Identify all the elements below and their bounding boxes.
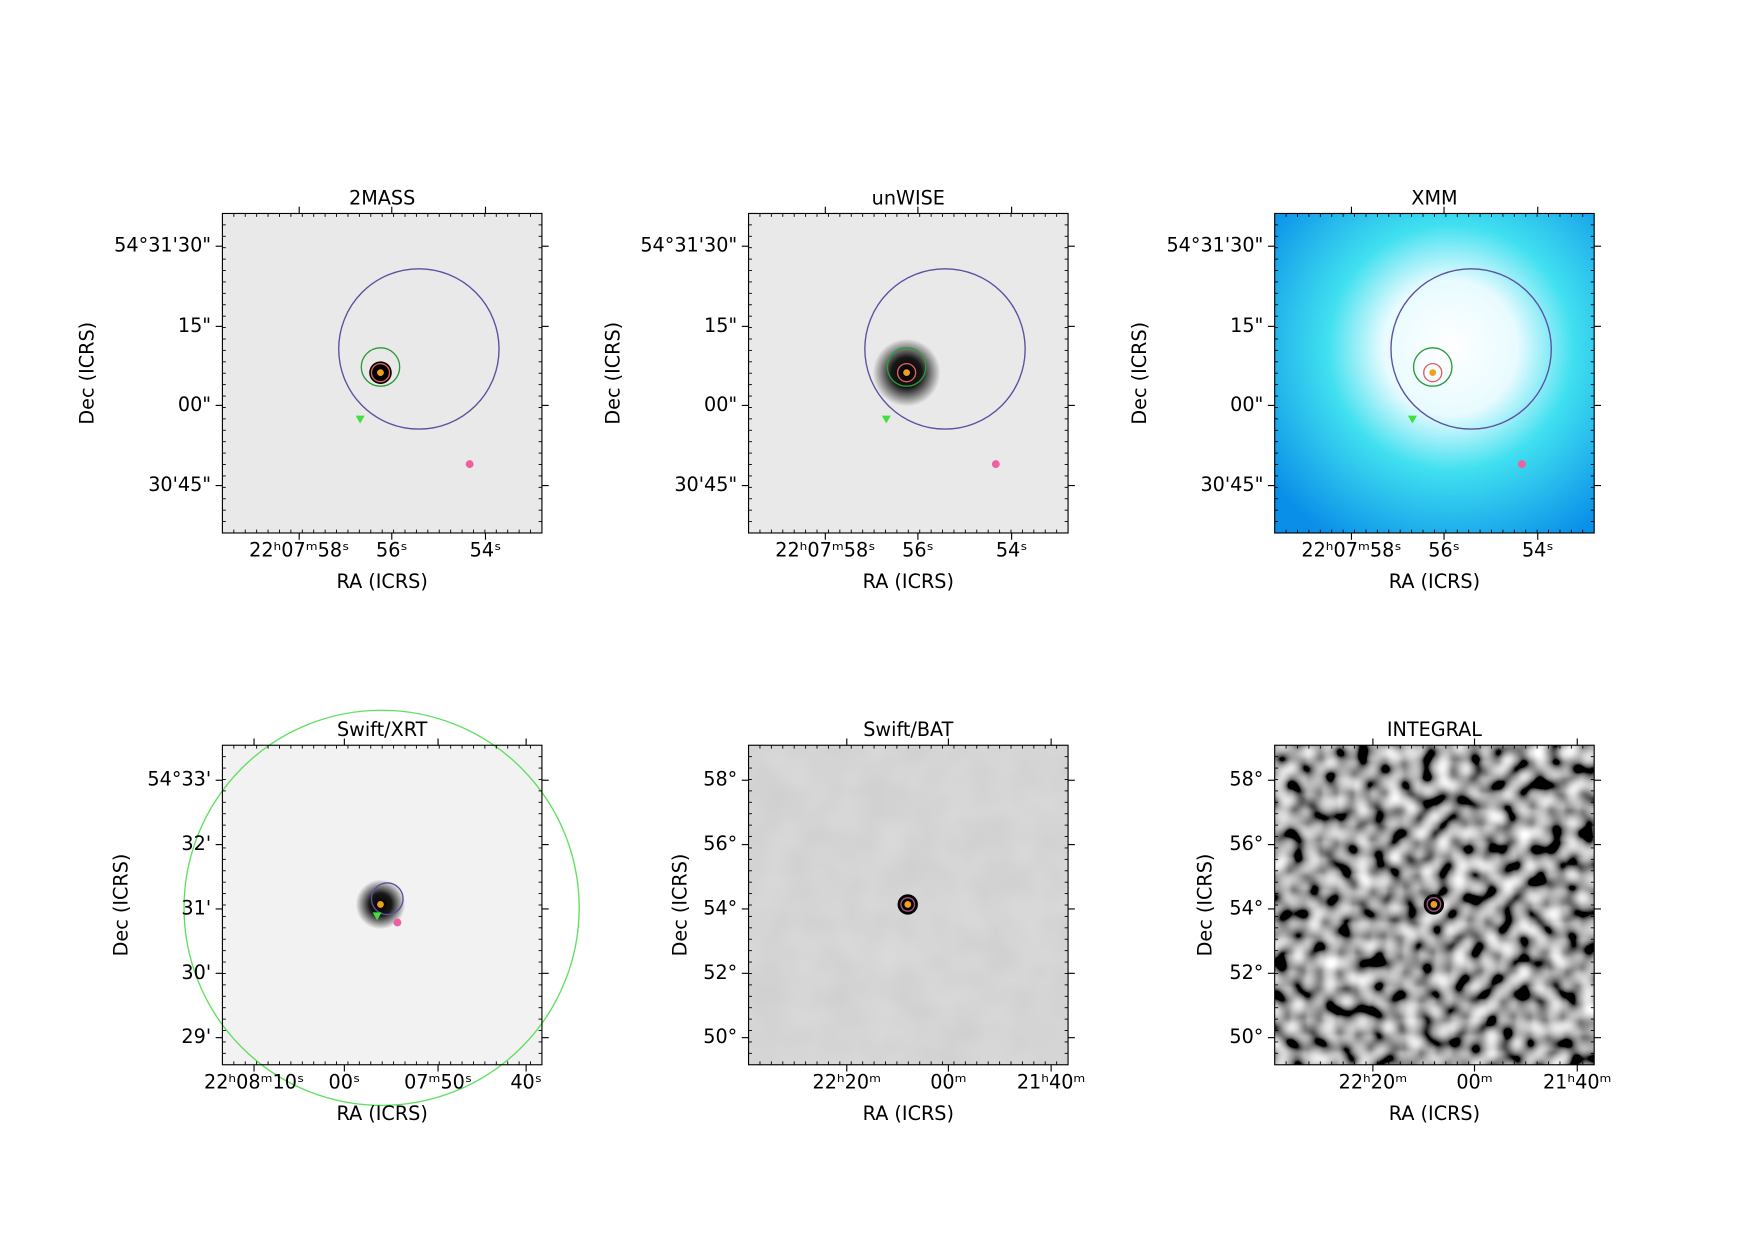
y-tick-label: 54°31'30"	[1166, 234, 1263, 257]
error-circle	[183, 709, 580, 1107]
y-tick-label: 29'	[181, 1025, 211, 1048]
y-tick-label: 31'	[181, 896, 211, 919]
y-tick-label: 30'45"	[674, 473, 737, 496]
marker	[1407, 415, 1417, 424]
panel-title: Swift/BAT	[863, 718, 953, 741]
error-circle	[1426, 896, 1442, 912]
marker	[903, 369, 910, 377]
marker	[377, 901, 384, 908]
x-tick-label: 22ʰ07ᵐ58ˢ	[1301, 539, 1401, 562]
y-tick-label: 56°	[703, 832, 737, 855]
x-tick-label: 54ˢ	[996, 539, 1028, 562]
x-tick-label: 40ˢ	[510, 1070, 542, 1093]
y-axis-label: Dec (ICRS)	[76, 322, 99, 425]
y-tick-label: 54°31'30"	[640, 234, 737, 257]
y-tick-label: 56°	[1229, 832, 1263, 855]
panel-title: 2MASS	[349, 186, 415, 209]
y-axis-label: Dec (ICRS)	[1128, 322, 1151, 425]
x-axis-label: RA (ICRS)	[337, 570, 428, 593]
marker	[1517, 460, 1526, 469]
y-tick-label: 54°31'30"	[114, 234, 211, 257]
error-circle	[1390, 268, 1552, 430]
marker	[881, 415, 891, 424]
x-tick-label: 21ʰ40ᵐ	[1543, 1070, 1612, 1093]
marker	[1429, 369, 1437, 377]
panel: Swift/BAT RA (ICRS) Dec (ICRS) 22ʰ20ᵐ 00ᵐ 21ʰ…	[668, 718, 1085, 1125]
error-circle	[370, 882, 404, 916]
panel-title: unWISE	[872, 186, 945, 209]
y-tick-label: 00"	[1230, 393, 1263, 416]
y-axis-label: Dec (ICRS)	[668, 854, 691, 957]
y-tick-label: 54°	[703, 896, 737, 919]
panel: Swift/XRT RA (ICRS) Dec (ICRS) 22ʰ08ᵐ10ˢ 00ˢ…	[109, 709, 580, 1125]
y-tick-label: 32'	[181, 832, 211, 855]
x-axis-label: RA (ICRS)	[337, 1102, 428, 1125]
panel: XMM RA (ICRS) Dec (ICRS) 22ʰ07ᵐ58ˢ 56ˢ 54ˢ 54°…	[1128, 186, 1601, 593]
error-circle	[896, 362, 917, 383]
x-tick-label: 00ᵐ	[1456, 1070, 1492, 1093]
x-tick-label: 00ˢ	[329, 1070, 361, 1093]
x-tick-label: 07ᵐ50ˢ	[404, 1070, 472, 1093]
y-tick-label: 54°	[1229, 896, 1263, 919]
marker	[465, 460, 474, 469]
y-tick-label: 30'45"	[1200, 473, 1263, 496]
marker	[393, 918, 402, 927]
x-tick-label: 22ʰ07ᵐ58ˢ	[249, 539, 349, 562]
x-tick-label: 56ˢ	[1428, 539, 1460, 562]
x-tick-label: 56ˢ	[376, 539, 408, 562]
error-circle	[1412, 347, 1453, 387]
y-tick-label: 50°	[1229, 1025, 1263, 1048]
marker	[1430, 901, 1438, 908]
y-tick-label: 52°	[703, 961, 737, 984]
error-circle	[360, 347, 401, 387]
y-tick-label: 30'45"	[148, 473, 211, 496]
y-tick-label: 15"	[704, 314, 737, 337]
y-tick-label: 50°	[703, 1025, 737, 1048]
x-tick-label: 54ˢ	[1522, 539, 1554, 562]
y-tick-label: 52°	[1229, 961, 1263, 984]
panel-title: XMM	[1411, 186, 1457, 209]
marker	[372, 912, 382, 921]
panel: unWISE RA (ICRS) Dec (ICRS) 22ʰ07ᵐ58ˢ 56ˢ 54ˢ…	[602, 186, 1075, 593]
y-tick-label: 54°33'	[147, 768, 211, 791]
error-circle	[900, 896, 916, 912]
marker	[377, 369, 384, 377]
panel-title: INTEGRAL	[1387, 718, 1482, 741]
y-tick-label: 15"	[1230, 314, 1263, 337]
marker	[991, 460, 1000, 469]
x-tick-label: 21ʰ40ᵐ	[1017, 1070, 1086, 1093]
panel: INTEGRAL RA (ICRS) Dec (ICRS) 22ʰ20ᵐ 00ᵐ 21ʰ4…	[1193, 718, 1611, 1125]
panel: 2MASS RA (ICRS) Dec (ICRS) 22ʰ07ᵐ58ˢ 56ˢ 54ˢ 5…	[76, 186, 549, 593]
x-axis-label: RA (ICRS)	[1389, 570, 1480, 593]
error-circle	[886, 347, 927, 387]
x-axis-label: RA (ICRS)	[863, 570, 954, 593]
y-tick-label: 15"	[178, 314, 211, 337]
y-tick-label: 58°	[1229, 768, 1263, 791]
y-tick-label: 00"	[704, 393, 737, 416]
marker	[904, 901, 912, 908]
y-axis-label: Dec (ICRS)	[602, 322, 625, 425]
y-tick-label: 58°	[703, 768, 737, 791]
x-tick-label: 22ʰ07ᵐ58ˢ	[775, 539, 875, 562]
x-tick-label: 22ʰ08ᵐ10ˢ	[204, 1070, 304, 1093]
x-tick-label: 22ʰ20ᵐ	[1339, 1070, 1408, 1093]
y-tick-label: 30'	[181, 961, 211, 984]
y-axis-label: Dec (ICRS)	[109, 854, 132, 957]
x-tick-label: 22ʰ20ᵐ	[813, 1070, 882, 1093]
error-circle	[370, 362, 391, 383]
x-tick-label: 54ˢ	[470, 539, 502, 562]
error-circle	[1423, 362, 1443, 383]
panel-title: Swift/XRT	[337, 718, 428, 741]
marker	[355, 415, 365, 424]
y-tick-label: 00"	[178, 393, 211, 416]
x-tick-label: 00ᵐ	[930, 1070, 966, 1093]
x-axis-label: RA (ICRS)	[863, 1102, 954, 1125]
y-axis-label: Dec (ICRS)	[1193, 854, 1216, 957]
error-circle	[338, 268, 500, 430]
x-tick-label: 56ˢ	[902, 539, 934, 562]
error-circle	[864, 268, 1026, 430]
x-axis-label: RA (ICRS)	[1389, 1102, 1480, 1125]
